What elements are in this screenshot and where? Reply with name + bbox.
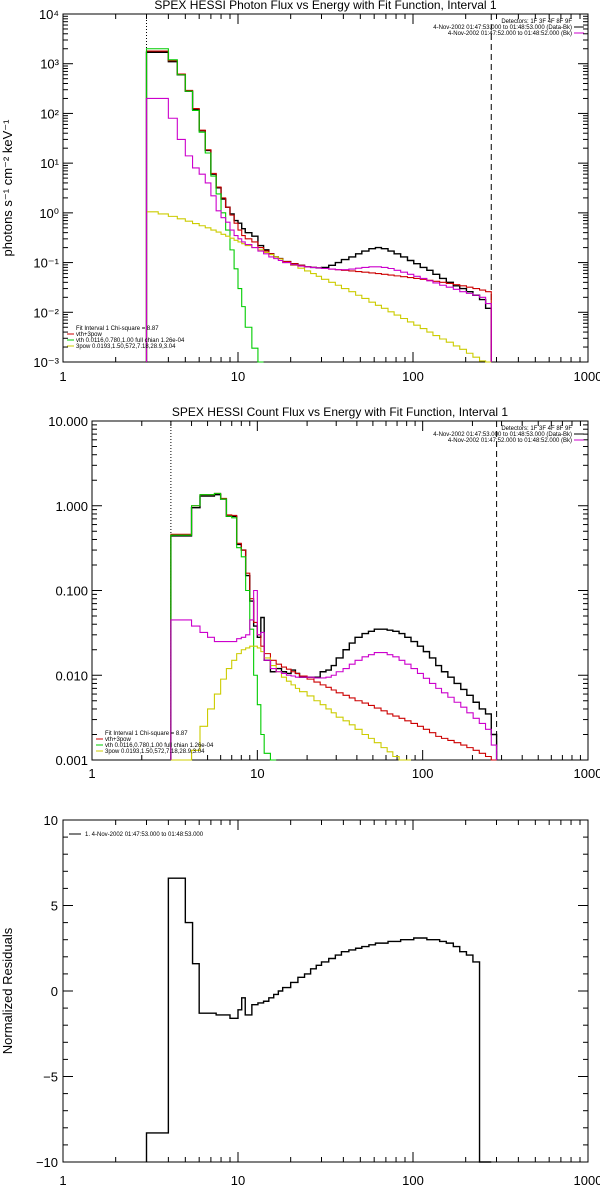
series-line-1	[170, 494, 498, 760]
x-tick-label: 1000	[574, 1173, 600, 1188]
series-line-2	[145, 50, 492, 362]
fit-legend-entry: vth+3pow	[105, 737, 132, 743]
detector-legend-entry: 4-Nov-2002 01:47:52.000 to 01:48:52.000 …	[448, 31, 572, 37]
fit-legend-entry: Fit Interval 1 Chi-square = 8.87	[76, 326, 159, 332]
fit-legend-entry: 3pow 0.0193,1.50,572,7.18,28.9,3.04	[105, 749, 205, 755]
y-tick-label: 10⁴	[39, 7, 59, 22]
detector-legend-entry: Detectors: 1F 3F 4F 8F 9F	[501, 426, 572, 432]
series-line-1	[145, 877, 492, 1163]
x-tick-label: 100	[412, 766, 434, 781]
x-tick-label: 10	[250, 766, 264, 781]
fit-legend-entry: Fit Interval 1 Chi-square = 8.87	[105, 731, 188, 737]
detector-legend-entry: Detectors: 1F 3F 4F 8F 9F	[501, 19, 572, 25]
chart-title: SPEX HESSI Photon Flux vs Energy with Fi…	[154, 0, 496, 12]
series-line-1	[145, 51, 492, 362]
x-tick-label: 1	[88, 766, 95, 781]
fit-legend-entry: vth 0.0116,0.780,1.00 full chian 1.26e-0…	[105, 743, 214, 749]
y-tick-label: 10²	[40, 106, 59, 121]
y-tick-label: 10⁻³	[33, 355, 59, 370]
x-tick-label: 1	[59, 1173, 66, 1188]
plot-frame	[91, 420, 589, 761]
series-line-5	[170, 589, 498, 760]
fit-legend-entry: 3pow 0.0193,1.50,572,7.18,28.9,3.04	[76, 344, 176, 350]
fit-legend-entry: vth+3pow	[76, 332, 103, 338]
plot-frame	[62, 819, 589, 1163]
y-tick-label: 10³	[40, 57, 59, 72]
y-tick-label: 10¹	[40, 156, 59, 171]
y-axis-label: Normalized Residuals	[0, 927, 15, 1054]
x-tick-label: 100	[402, 1173, 424, 1188]
plot-frame	[62, 13, 589, 363]
y-tick-label: 5	[51, 899, 58, 914]
x-tick-label: 1000	[574, 766, 600, 781]
chart-panel-2: SPEX HESSI Count Flux vs Energy with Fit…	[48, 405, 600, 781]
fit-legend-entry: vth 0.0116,0.780,1.00 full chian 1.26e-0…	[76, 338, 185, 344]
x-tick-label: 100	[402, 369, 424, 384]
y-tick-label: 10.000	[48, 414, 88, 429]
y-tick-label: 10⁻²	[33, 305, 59, 320]
y-tick-label: −10	[36, 1155, 58, 1170]
series-line-4	[170, 645, 411, 761]
chart-title: SPEX HESSI Count Flux vs Energy with Fit…	[172, 405, 508, 419]
series-line-5	[145, 97, 492, 362]
series-line-3	[170, 492, 277, 761]
series-line-2	[170, 492, 497, 761]
y-tick-label: 10⁰	[39, 206, 59, 221]
x-tick-label: 10	[231, 1173, 245, 1188]
chart-panel-3: 1 10 100 1000 −10 −5 0 5 10 Normalized Residuals 1…	[0, 813, 600, 1188]
y-axis-label: photons s⁻¹ cm⁻² keV⁻¹	[0, 119, 15, 257]
y-tick-label: 0	[51, 984, 58, 999]
y-tick-label: 0.001	[55, 753, 88, 768]
y-tick-label: −5	[43, 1070, 58, 1085]
y-tick-label: 1.000	[55, 499, 88, 514]
detector-legend-entry: 4-Nov-2002 01:47:53.000 to 01:48:53.000 …	[433, 25, 572, 31]
y-tick-label: 10	[44, 813, 58, 828]
y-tick-label: 0.010	[55, 668, 88, 683]
series-line-4	[145, 211, 492, 363]
x-tick-label: 1	[59, 369, 66, 384]
series-line-3	[145, 48, 264, 363]
chart-panel-1: SPEX HESSI Photon Flux vs Energy with Fi…	[0, 0, 600, 384]
detector-legend-entry: 4-Nov-2002 01:47:52.000 to 01:48:52.000 …	[448, 438, 572, 444]
residual-legend-entry: 1. 4-Nov-2002 01:47:53.000 to 01:48:53.0…	[85, 832, 204, 838]
detector-legend-entry: 4-Nov-2002 01:47:53.000 to 01:48:53.000 …	[433, 432, 572, 438]
x-tick-label: 10	[231, 369, 245, 384]
x-tick-label: 1000	[574, 369, 600, 384]
y-tick-label: 0.100	[55, 584, 88, 599]
y-tick-label: 10⁻¹	[33, 256, 59, 271]
